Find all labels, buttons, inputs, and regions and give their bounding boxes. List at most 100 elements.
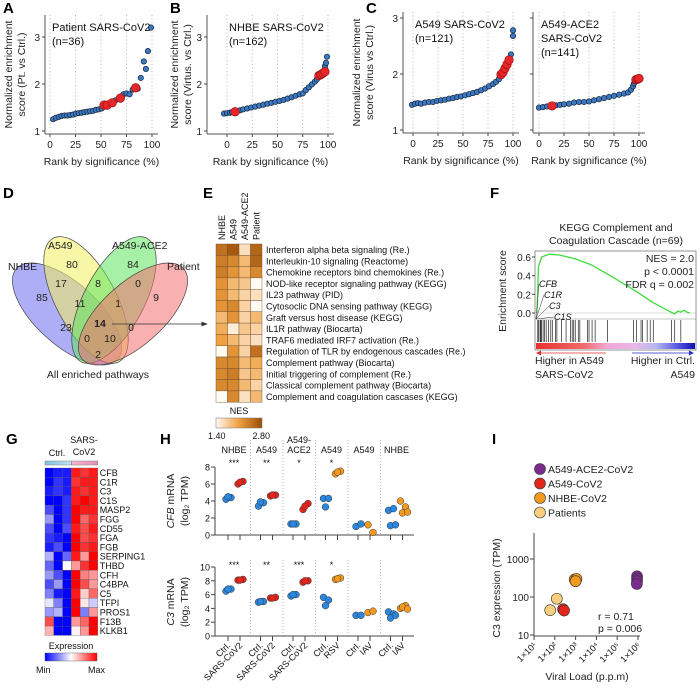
- pathway-point: [560, 101, 568, 108]
- replicate-point: [256, 498, 265, 506]
- heatmap-cell: [44, 467, 54, 478]
- heatmap-cell: [53, 532, 63, 543]
- gsea-title: KEGG Complement and: [559, 222, 672, 234]
- heatmap-cell: [71, 495, 81, 506]
- y-tick-label: 3: [34, 33, 40, 44]
- heatmap-cell: [227, 300, 240, 313]
- venn-set-label: A549: [48, 240, 73, 252]
- heatmap-cell: [71, 551, 81, 562]
- pathway-label: IL23 pathway (PID): [266, 290, 343, 300]
- x-axis-label: Rank by significance (%): [403, 155, 519, 167]
- heatmap-cell: [71, 477, 81, 487]
- heatmap-cell: [80, 495, 90, 506]
- heatmap-cell: [62, 551, 72, 562]
- y-axis-label: score (Virtus. vs Ctrl.): [182, 24, 194, 125]
- left-direction-label: SARS-CoV2: [535, 369, 594, 381]
- heatmap-cell: [80, 616, 90, 627]
- heatmap-cell: [215, 311, 228, 324]
- heatmap-cell: [62, 579, 72, 590]
- heatmap-cell: [227, 334, 240, 346]
- venn-region-count: 14: [94, 318, 106, 330]
- heatmap-cell: [80, 598, 90, 608]
- replicate-point: [289, 590, 297, 599]
- replicate-point: [333, 575, 342, 583]
- heatmap-cell: [71, 607, 81, 617]
- heatmap-cell: [227, 255, 240, 267]
- replicate-point: [321, 503, 330, 511]
- gene-callout-line: [535, 316, 555, 320]
- viral-load-scatter: A549-ACE2-CoV2 A549-CoV2 NHBE-CoV2 Patients…: [491, 463, 643, 683]
- y-axis-label: Enrichment score: [497, 250, 509, 332]
- heatmap-cell: [250, 266, 263, 279]
- replicate-point: [324, 596, 333, 604]
- heatmap-cell: [53, 579, 63, 590]
- pathway-point: [600, 95, 608, 102]
- pathway-label: Regulation of TLR by endogenous cascades…: [266, 347, 465, 357]
- heatmap-cell: [88, 560, 98, 571]
- x-tick-label: 50: [583, 139, 595, 150]
- significance-stars: **: [263, 560, 271, 570]
- heatmap-cell: [62, 495, 72, 506]
- heatmap-cell: [71, 486, 81, 497]
- x-tick-label: 0: [224, 140, 230, 151]
- enrichment-rank-plot: 0 25 50 75 100 1 2 3 Rank by significance (%) Nor…: [351, 12, 522, 167]
- heatmap-cell: [227, 266, 240, 279]
- heatmap-cell: [62, 523, 72, 534]
- venn-region-count: 1: [115, 298, 121, 310]
- replicate-point: [391, 611, 400, 619]
- pathway-label: Interleukin-10 signaling (Reactome): [266, 256, 408, 266]
- y-tick-label: 3: [392, 14, 398, 25]
- heatmap-cell: [215, 255, 228, 267]
- gene-label: F13B: [100, 617, 122, 627]
- gene-label: KLKB1: [100, 626, 128, 636]
- virus-group-bar: [71, 460, 99, 466]
- gene-label: FGB: [100, 542, 119, 552]
- heatmap-cell: [62, 560, 72, 571]
- heatmap-cell: [53, 588, 63, 599]
- y-axis-label: CFB mRNA: [165, 474, 177, 529]
- x-tick-label: 50: [457, 139, 469, 150]
- replicate-point: [289, 520, 297, 528]
- replicate-point: [357, 520, 365, 528]
- gene-label: TFPI: [100, 598, 120, 608]
- heatmap-cell: [71, 542, 81, 552]
- heatmap-cell: [238, 311, 251, 324]
- heatmap-cell: [62, 486, 72, 497]
- x-tick-label: 1×10⁶: [618, 640, 642, 664]
- heatmap-cell: [62, 598, 72, 608]
- panel-letter: F: [490, 185, 499, 202]
- replicate-point: [391, 521, 400, 529]
- replicate-point: [324, 494, 333, 503]
- gsea-frame: [534, 250, 697, 351]
- heatmap-cell: [53, 607, 63, 617]
- replicate-point: [236, 576, 244, 584]
- rank-colorbar: [536, 343, 695, 349]
- heatmap-cell: [250, 379, 263, 392]
- replicate-point: [301, 502, 309, 510]
- heatmap-cell: [44, 607, 54, 617]
- heatmap-cell: [250, 368, 263, 380]
- heatmap-cell: [62, 588, 72, 599]
- heatmap-cell: [238, 300, 251, 313]
- heatmap-cell: [227, 311, 240, 324]
- plot-annotation: (n=36): [52, 36, 84, 48]
- venn-region-count: 9: [153, 292, 159, 304]
- pathway-label: Chemokine receptors bind chemokines (Re.…: [266, 268, 444, 278]
- x-tick-label: 25: [558, 139, 570, 150]
- venn-region-count: 11: [75, 298, 86, 310]
- heatmap-cell: [88, 616, 98, 627]
- x-tick-label: 75: [297, 140, 309, 151]
- plot-annotation: SARS-CoV2: [541, 33, 602, 45]
- heatmap-cell: [71, 560, 81, 571]
- cell-line-header: NHBE: [384, 445, 409, 455]
- heatmap-cell: [62, 542, 72, 552]
- y-tick-label: 2: [196, 80, 202, 91]
- heatmap-cell: [80, 477, 90, 487]
- x-tick-label: 1×10²: [536, 640, 560, 664]
- heatmap-cell: [80, 523, 90, 534]
- heatmap-cell: [44, 505, 54, 515]
- heatmap-cell: [44, 560, 54, 571]
- heatmap-cell: [250, 300, 263, 313]
- heatmap-cell: [88, 532, 98, 543]
